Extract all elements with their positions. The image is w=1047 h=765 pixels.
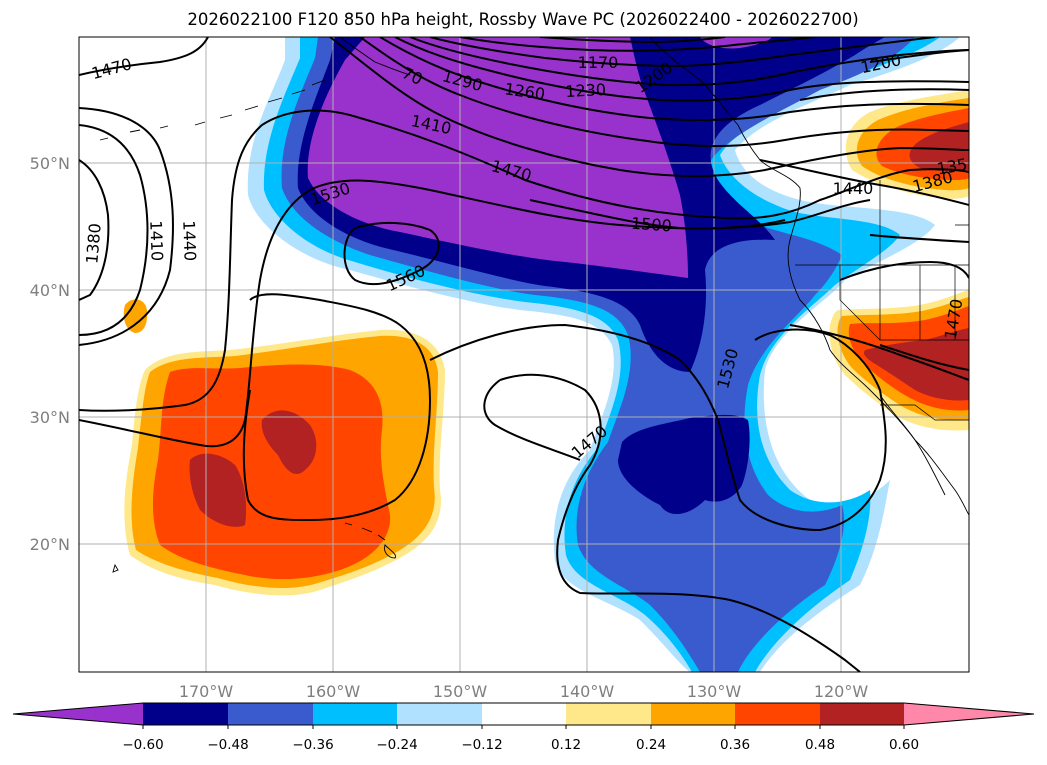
colorbar-tick-label: 0.60 (889, 737, 919, 753)
contour-1290 (409, 37, 969, 87)
contour-1470-south-b (483, 379, 581, 461)
shade-pos-048-b (261, 410, 317, 475)
clabel: 1170 (578, 53, 619, 72)
contour-1260 (429, 37, 936, 68)
us-canada-border (795, 180, 969, 266)
clabel: 1230 (565, 80, 607, 101)
contour-1530-south (429, 323, 887, 532)
contour-1410 (329, 37, 969, 177)
shade-neg-048-south (618, 414, 750, 515)
contour-1380 (359, 37, 969, 147)
contour-1440-east (759, 159, 969, 206)
contour-1470-main (79, 109, 969, 412)
contour-1560 (343, 221, 440, 286)
colorbar-ticks (142, 725, 905, 729)
alaska-coast (339, 37, 411, 76)
lon-tick-label: 120°W (814, 682, 869, 701)
colorbar-segment (735, 703, 820, 725)
clabel: 1500 (630, 214, 672, 236)
contour-1410-west (79, 124, 149, 336)
shade-neg-060 (307, 37, 688, 278)
baja-coast (879, 394, 946, 496)
lat-tick-label: 40°N (30, 281, 70, 300)
colorbar-tick-label: −0.12 (461, 737, 502, 753)
colorbar-segment (228, 703, 313, 725)
clabel: 1440 (179, 220, 199, 261)
clabel: 1410 (146, 220, 166, 261)
colorbar-tick-label: −0.60 (122, 737, 163, 753)
contour-1320 (394, 37, 969, 102)
colorbar-tick-label: 0.12 (551, 737, 581, 753)
contour-1350 (379, 37, 969, 121)
colorbar-tick-label: 0.48 (805, 737, 835, 753)
colorbar-tick-label: 0.36 (720, 737, 750, 753)
map-frame (78, 36, 970, 673)
lat-tick-label: 20°N (30, 535, 70, 554)
contour-1500 (529, 199, 786, 230)
clabel: 1440 (833, 179, 874, 198)
map-panel: 1470 1380 1410 1440 70 1290 1260 1230 11… (78, 36, 970, 673)
contour-1530-hawaii (242, 293, 432, 522)
colorbar-tick-label: −0.36 (292, 737, 333, 753)
contour-1500-east (879, 344, 969, 371)
lat-axis: 20°N 30°N 40°N 50°N (30, 154, 70, 554)
figure-title: 2026022100 F120 850 hPa height, Rossby W… (187, 10, 858, 29)
contour-se-edge (869, 234, 969, 243)
shade-neg-060-ne (700, 37, 772, 49)
contour-1470-south (499, 373, 861, 672)
colorbar-segment (482, 703, 566, 725)
lon-axis: 170°W 160°W 150°W 140°W 130°W 120°W (179, 682, 869, 701)
shade-pos-024-small (123, 299, 148, 333)
gridlines (79, 37, 969, 672)
contour-1380-west (79, 159, 110, 301)
colorbar-segment (566, 703, 651, 725)
state-borders (839, 265, 969, 341)
lon-tick-label: 170°W (179, 682, 234, 701)
clabel: 1380 (82, 222, 104, 264)
colorbar: −0.60 −0.48 −0.36 −0.24 −0.12 0.12 0.24 … (12, 702, 1035, 753)
contour-1200 (539, 37, 726, 44)
colorbar-segment (313, 703, 397, 725)
contour-ne-loop (799, 49, 969, 101)
aleutian-islands (99, 79, 326, 141)
lon-tick-label: 130°W (687, 682, 742, 701)
colorbar-segment (820, 703, 904, 725)
us-mexico-border (880, 404, 969, 421)
contour-1470-east (789, 260, 969, 381)
shade-pos-036 (153, 364, 391, 580)
contour-1230 (459, 37, 816, 52)
lon-tick-label: 160°W (306, 682, 361, 701)
shade-pos-048-sw (863, 328, 969, 401)
lat-tick-label: 30°N (30, 408, 70, 427)
contour-1470-west (79, 37, 209, 76)
shade-pos-048-a (189, 453, 247, 527)
colorbar-tick-label: −0.24 (376, 737, 417, 753)
colorbar-tick-label: −0.48 (207, 737, 248, 753)
lon-tick-label: 150°W (433, 682, 488, 701)
colorbar-tick-label: 0.24 (636, 737, 666, 753)
colorbar-segment (651, 703, 735, 725)
shade-pos-048-ne (909, 122, 969, 172)
height-contours (79, 37, 969, 672)
contour-1440-west (79, 107, 174, 346)
colorbar-segment (143, 703, 228, 725)
lon-tick-label: 140°W (560, 682, 615, 701)
colorbar-segment (397, 703, 482, 725)
colorbar-segment (13, 703, 143, 725)
lat-tick-label: 50°N (30, 154, 70, 173)
colorbar-segment (904, 703, 1034, 725)
